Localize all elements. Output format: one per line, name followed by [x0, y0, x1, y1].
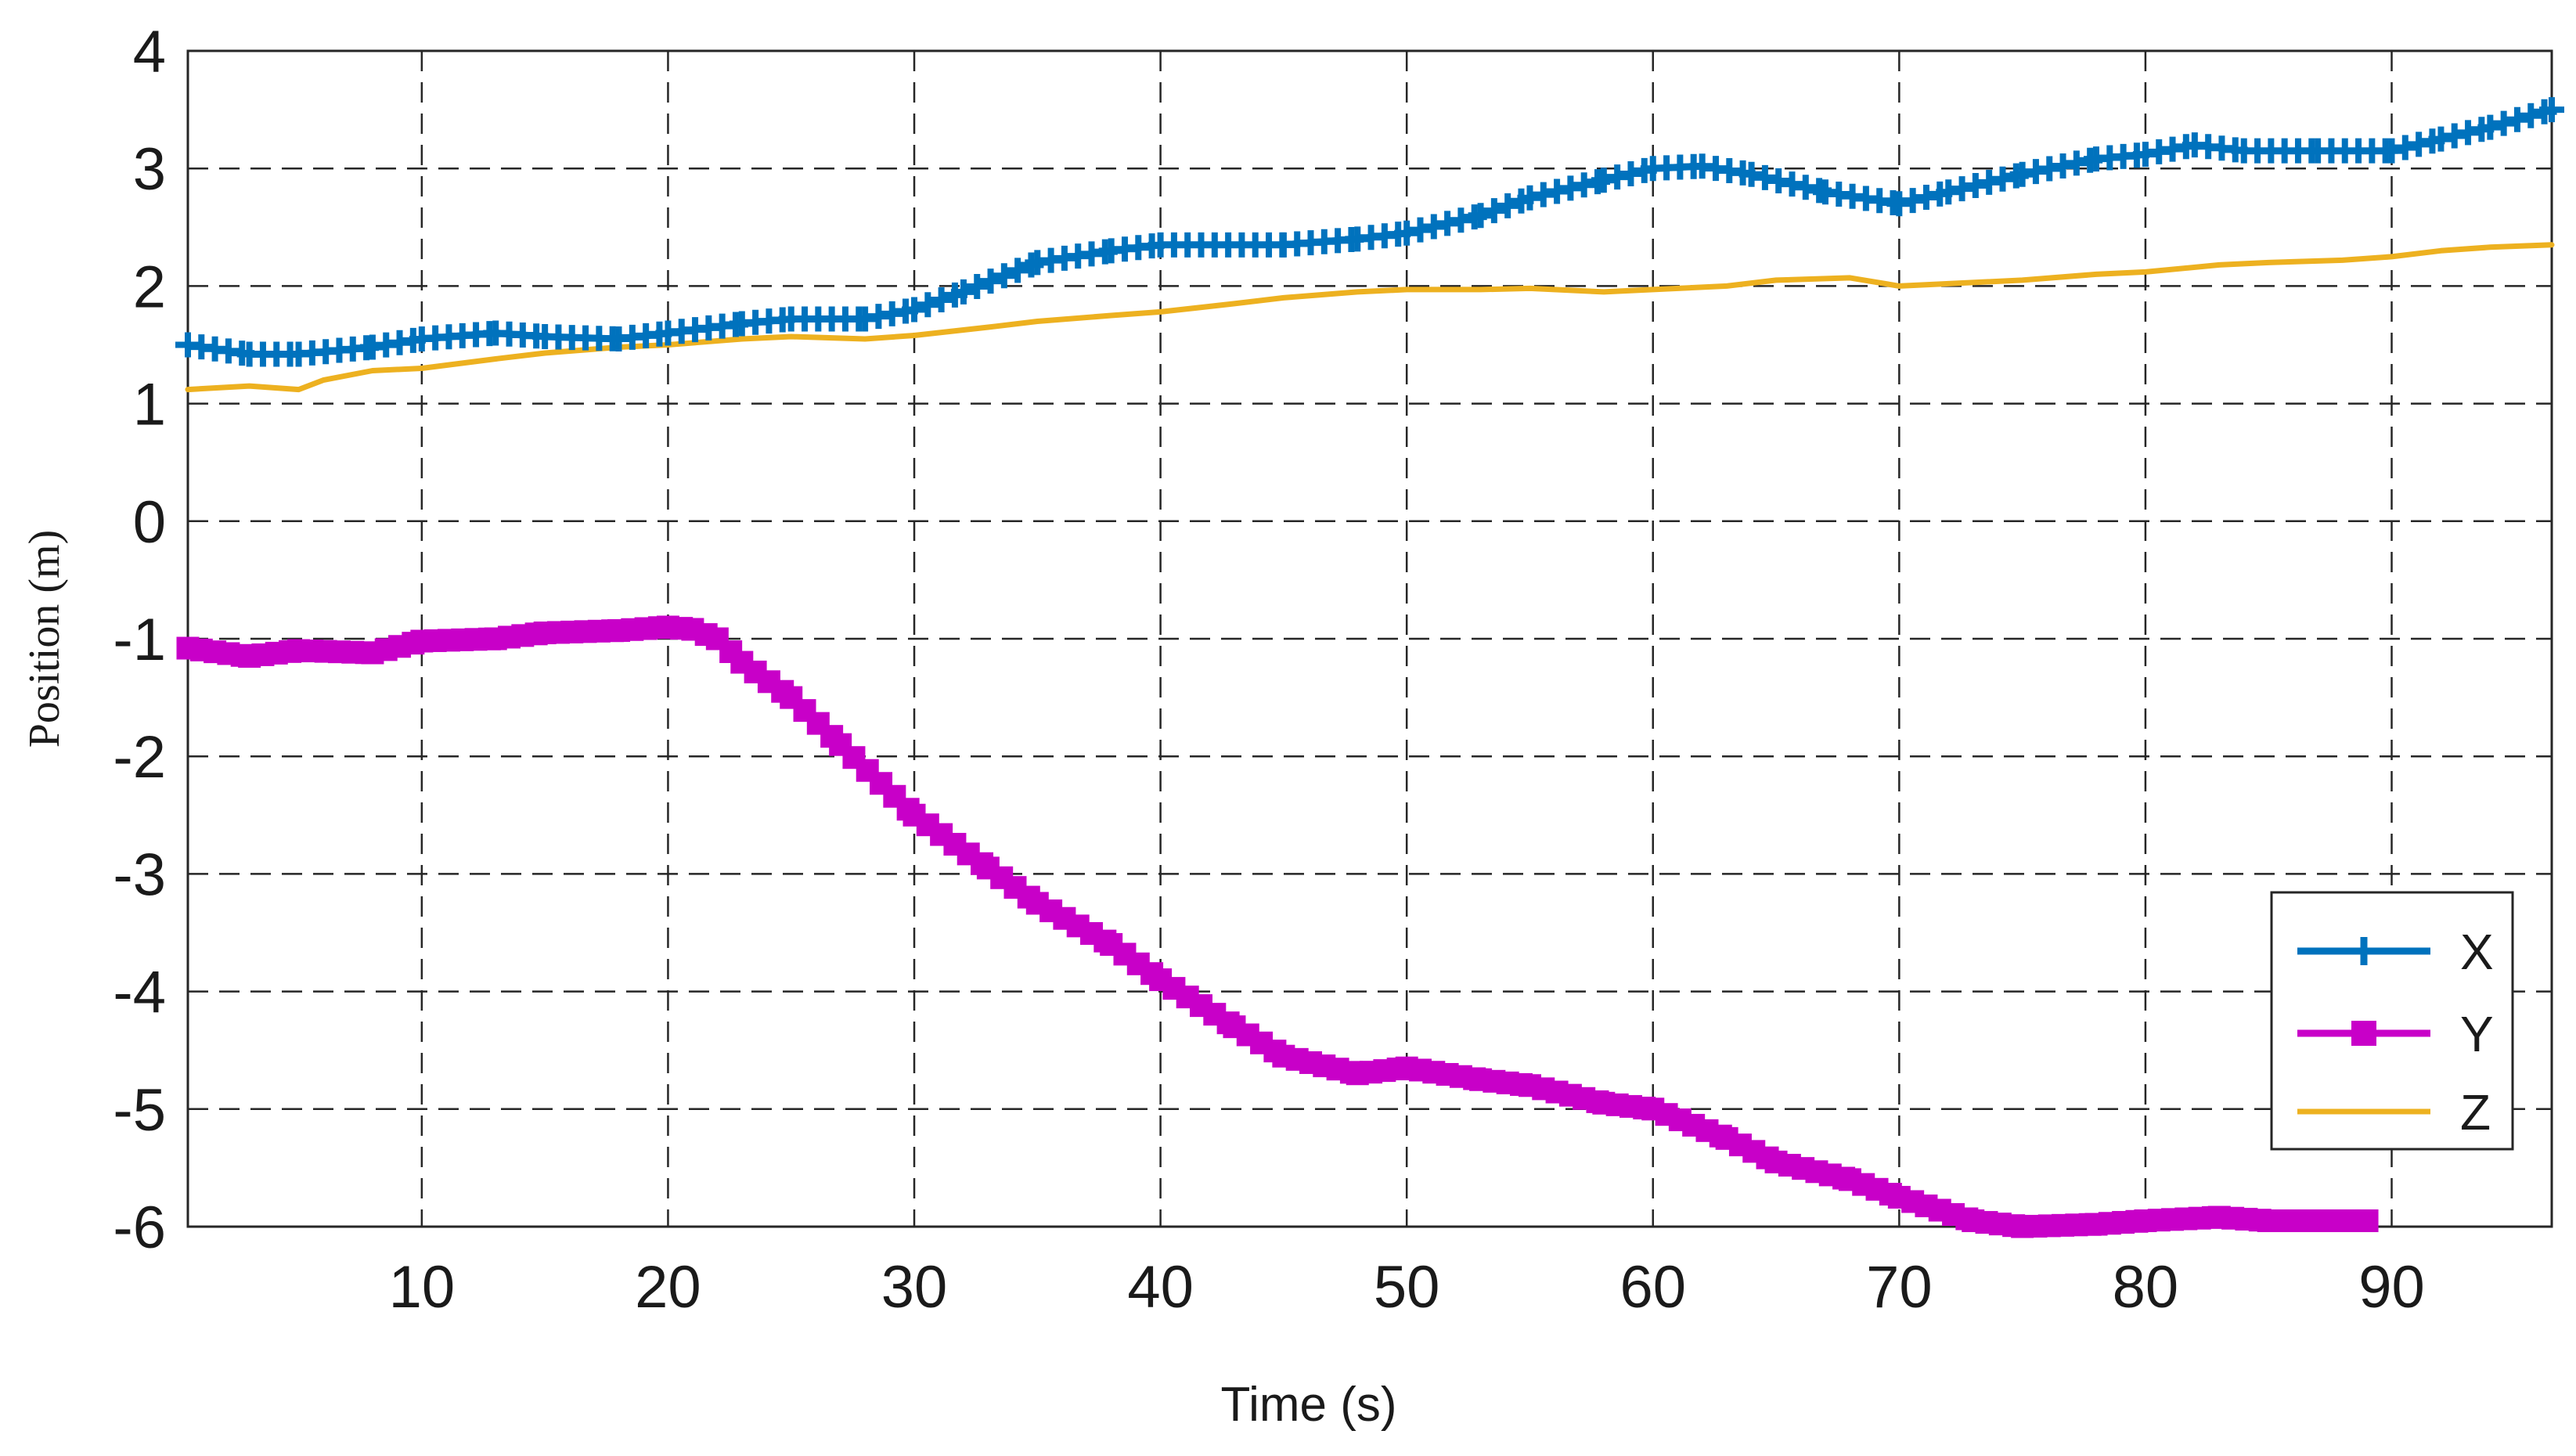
y-axis-title: Position (m) [20, 530, 69, 748]
series-x-marker [1976, 169, 2002, 195]
series-x-marker [2379, 138, 2405, 164]
series-x-marker [1591, 168, 1616, 193]
series-x-marker [1618, 160, 1644, 186]
series-x-marker [2428, 126, 2454, 152]
series-z-line [185, 242, 2555, 393]
series-x-marker [1005, 258, 1031, 283]
series-y-marker [2355, 1209, 2379, 1232]
legend-x-marker [2350, 937, 2378, 965]
series-x-marker [2539, 97, 2564, 123]
series-x-marker [1448, 207, 1474, 233]
series-x-marker [2455, 120, 2481, 146]
x-tick-label: 60 [1619, 1254, 1686, 1321]
series-x-marker [1792, 175, 1818, 200]
series-x-marker [991, 263, 1017, 289]
y-tick-label: -1 [113, 607, 166, 673]
legend-x-label: X [2460, 924, 2494, 980]
series-x-marker [1394, 220, 1420, 246]
series-y-marker [883, 784, 906, 808]
series-x-marker [1962, 172, 1988, 198]
series-x-marker [1779, 171, 1805, 197]
series-x-marker [1544, 178, 1570, 204]
series-y-marker [793, 699, 816, 723]
series-y-marker [976, 856, 1000, 880]
y-tick-labels: 4 3 2 1 0 -1 -2 -3 -4 -5 -6 [113, 19, 166, 1261]
series-x-marker [2406, 132, 2432, 157]
legend-z-label: Z [2460, 1084, 2491, 1141]
y-tick-label: 2 [133, 254, 166, 320]
series-y-line [184, 623, 2371, 1231]
series-x-marker [1495, 193, 1521, 218]
series-x-marker [2477, 114, 2503, 140]
y-tick-label: -4 [113, 960, 166, 1026]
series-x-marker [1530, 182, 1556, 207]
series-x-marker [1517, 185, 1543, 211]
series-x-marker [902, 297, 928, 323]
series-x-marker [928, 287, 954, 313]
x-tick-label: 40 [1127, 1254, 1194, 1321]
x-tick-label: 90 [2358, 1254, 2425, 1321]
series-x-marker [1571, 172, 1597, 198]
series-x-marker [1558, 175, 1583, 201]
series-x-marker [1766, 168, 1792, 193]
y-tick-label: 0 [133, 489, 166, 556]
x-tick-label: 30 [881, 1254, 948, 1321]
x-tick-labels: 10 20 30 40 50 60 70 80 90 [389, 1254, 2425, 1321]
series-x-marker [1990, 166, 2016, 192]
y-tick-label: 1 [133, 372, 166, 438]
series-x-marker [2504, 106, 2530, 132]
series-layer [175, 97, 2564, 1238]
series-x-marker [2441, 123, 2467, 149]
y-tick-label: -6 [113, 1195, 166, 1261]
series-x-marker [950, 279, 976, 305]
legend-box [2270, 891, 2514, 1151]
x-tick-label: 80 [2113, 1254, 2179, 1321]
x-tick-label: 10 [389, 1254, 456, 1321]
series-x-marker [1949, 176, 1975, 202]
series-x-marker [1605, 164, 1630, 190]
series-x-marker [2491, 110, 2517, 136]
series-x-marker [1481, 198, 1507, 224]
legend: XYZ [2270, 891, 2514, 1151]
legend-y-marker [2351, 1021, 2376, 1046]
y-tick-label: 3 [133, 136, 166, 203]
series-x-marker [1407, 217, 1433, 243]
y-tick-label: -2 [113, 724, 166, 791]
x-tick-label: 50 [1374, 1254, 1440, 1321]
y-tick-label: -3 [113, 842, 166, 908]
series-x-marker [1936, 179, 1962, 205]
x-axis-title: Time (s) [1221, 1378, 1397, 1432]
x-tick-label: 20 [635, 1254, 701, 1321]
series-x-marker [2392, 135, 2418, 160]
series-x-marker [2518, 103, 2544, 128]
series-x-marker [978, 268, 1003, 294]
series-x-marker [1913, 184, 1939, 210]
series-x-marker [1886, 191, 1912, 217]
y-tick-label: 4 [133, 19, 166, 85]
series-x-marker [1752, 164, 1778, 190]
series-x-marker [915, 292, 941, 318]
series-x-marker [1421, 214, 1447, 240]
series-x-marker [1900, 188, 1926, 214]
series-y-marker [903, 803, 926, 827]
series-x-marker [1738, 161, 1764, 187]
series-x-marker [1435, 211, 1461, 236]
y-tick-label: -5 [113, 1077, 166, 1144]
series-x-marker [1468, 203, 1493, 229]
x-tick-label: 70 [1866, 1254, 1933, 1321]
legend-y-label: Y [2460, 1006, 2494, 1062]
legend-entries: XYZ [2297, 924, 2494, 1141]
series-x-marker [964, 274, 990, 300]
